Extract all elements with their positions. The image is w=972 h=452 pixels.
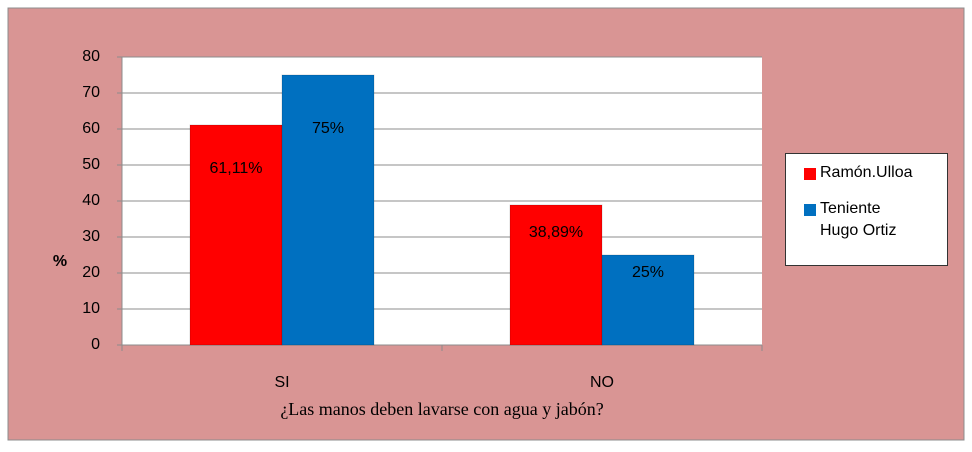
legend-label: Ramón.Ulloa bbox=[820, 164, 913, 181]
legend-entry: Ramón.Ulloa bbox=[804, 162, 947, 184]
y-tick-label: 50 bbox=[82, 156, 100, 173]
y-tick-label: 70 bbox=[82, 84, 100, 101]
x-axis-label: ¿Las manos deben lavarse con agua y jabó… bbox=[280, 399, 603, 419]
x-tick-label: NO bbox=[590, 374, 614, 391]
bar bbox=[509, 204, 603, 346]
legend-entry: Teniente Hugo Ortiz bbox=[804, 198, 947, 242]
data-label: 25% bbox=[632, 264, 664, 281]
y-tick-label: 20 bbox=[82, 264, 100, 281]
y-tick-label: 80 bbox=[82, 48, 100, 65]
y-axis-label: % bbox=[53, 253, 67, 270]
bar bbox=[189, 124, 283, 346]
y-tick-label: 30 bbox=[82, 228, 100, 245]
legend-label: Teniente Hugo Ortiz bbox=[820, 200, 897, 239]
x-tick-label: SI bbox=[274, 374, 289, 391]
data-label: 38,89% bbox=[529, 224, 583, 241]
legend-swatch bbox=[804, 204, 816, 216]
legend: Ramón.Ulloa Teniente Hugo Ortiz bbox=[785, 153, 948, 266]
data-label: 61,11% bbox=[209, 160, 262, 177]
y-tick-label: 10 bbox=[82, 300, 100, 317]
legend-swatch bbox=[804, 168, 816, 180]
data-label: 75% bbox=[312, 120, 344, 137]
bar bbox=[601, 254, 695, 346]
y-tick-label: 0 bbox=[91, 336, 100, 353]
bar bbox=[281, 74, 375, 346]
y-tick-label: 60 bbox=[82, 120, 100, 137]
y-tick-label: 40 bbox=[82, 192, 100, 209]
